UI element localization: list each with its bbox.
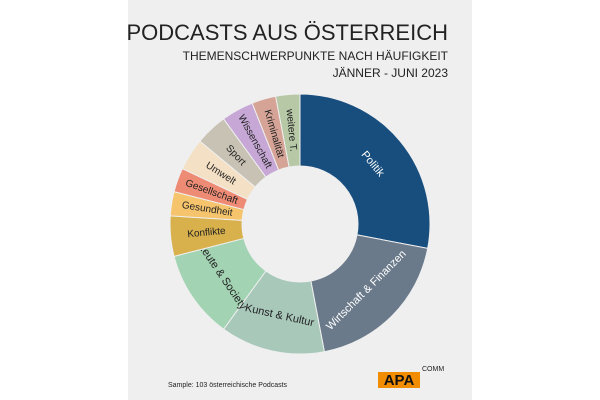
- logo: APA: [384, 372, 415, 389]
- segment-label: Konflikte: [187, 226, 227, 241]
- logo-sub: COMM: [422, 366, 444, 373]
- donut-segment: [299, 93, 431, 249]
- donut-segment: [310, 234, 429, 353]
- donut-segment: [275, 93, 301, 168]
- chart-subtitle: THEMENSCHWERPUNKTE NACH HÄUFIGKEIT: [183, 49, 449, 63]
- note: Sample: 103 österreichische Podcasts: [168, 382, 288, 389]
- chart-title: PODCASTS AUS ÖSTERREICH: [126, 20, 448, 45]
- logo-box: [378, 372, 420, 388]
- chart-period: JÄNNER - JUNI 2023: [333, 66, 449, 80]
- segment-label: weitere T.: [283, 108, 298, 152]
